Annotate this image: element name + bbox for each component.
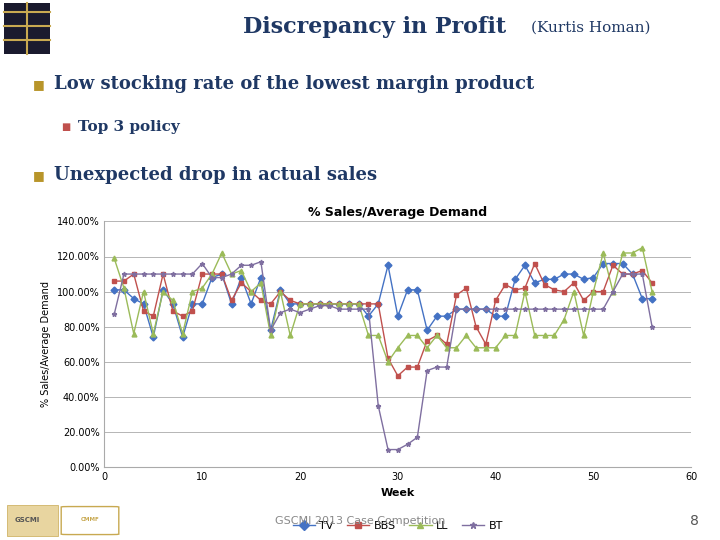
- Text: 8: 8: [690, 514, 698, 528]
- BT: [315, 302, 324, 309]
- Text: ■: ■: [32, 78, 44, 91]
- Line: LL: LL: [112, 245, 654, 364]
- Text: GSCMI 2013 Case Competition: GSCMI 2013 Case Competition: [275, 516, 445, 525]
- Line: BT: BT: [112, 259, 654, 452]
- Text: Discrepancy in Profit: Discrepancy in Profit: [243, 16, 506, 38]
- LL: [531, 332, 539, 339]
- LL: [423, 345, 431, 351]
- TV: [599, 260, 608, 267]
- BBS: [393, 373, 402, 379]
- LL: [120, 285, 128, 291]
- X-axis label: Week: Week: [381, 488, 415, 497]
- BBS: [110, 278, 119, 284]
- TV: [452, 306, 461, 312]
- BBS: [472, 323, 480, 330]
- BT: [110, 311, 119, 318]
- Text: CMMF: CMMF: [81, 517, 99, 522]
- Title: % Sales/Average Demand: % Sales/Average Demand: [308, 206, 487, 219]
- Y-axis label: % Sales/Average Demand: % Sales/Average Demand: [41, 281, 51, 407]
- TV: [648, 295, 657, 302]
- TV: [423, 327, 431, 333]
- Text: (Kurtis Homan): (Kurtis Homan): [531, 20, 650, 34]
- Legend: TV, BBS, LL, BT: TV, BBS, LL, BT: [288, 517, 508, 536]
- LL: [648, 288, 657, 295]
- TV: [120, 287, 128, 293]
- BBS: [648, 280, 657, 286]
- BT: [256, 259, 265, 265]
- Text: Low stocking rate of the lowest margin product: Low stocking rate of the lowest margin p…: [54, 76, 534, 93]
- Line: BBS: BBS: [112, 261, 654, 379]
- FancyBboxPatch shape: [61, 507, 119, 535]
- BT: [462, 306, 471, 312]
- TV: [149, 334, 158, 340]
- LL: [472, 345, 480, 351]
- TV: [110, 287, 119, 293]
- Text: ■: ■: [32, 169, 44, 182]
- BBS: [452, 292, 461, 298]
- LL: [110, 255, 119, 261]
- LL: [452, 345, 461, 351]
- Text: GSCMI: GSCMI: [14, 517, 40, 523]
- BT: [482, 306, 490, 312]
- Text: Top 3 policy: Top 3 policy: [78, 120, 179, 134]
- BT: [433, 364, 441, 370]
- LL: [638, 245, 647, 251]
- BBS: [531, 260, 539, 267]
- LL: [305, 301, 314, 307]
- LL: [384, 359, 392, 365]
- BBS: [305, 301, 314, 307]
- TV: [315, 301, 324, 307]
- Text: Unexpected drop in actual sales: Unexpected drop in actual sales: [54, 166, 377, 184]
- BBS: [540, 281, 549, 288]
- BT: [384, 446, 392, 453]
- Bar: [4, 3, 50, 54]
- Bar: [7, 505, 58, 536]
- Text: ■: ■: [61, 122, 71, 132]
- BT: [648, 323, 657, 330]
- BBS: [120, 278, 128, 284]
- TV: [472, 306, 480, 312]
- BT: [540, 306, 549, 312]
- TV: [531, 280, 539, 286]
- Line: TV: TV: [112, 261, 654, 340]
- BBS: [423, 338, 431, 344]
- BT: [120, 271, 128, 277]
